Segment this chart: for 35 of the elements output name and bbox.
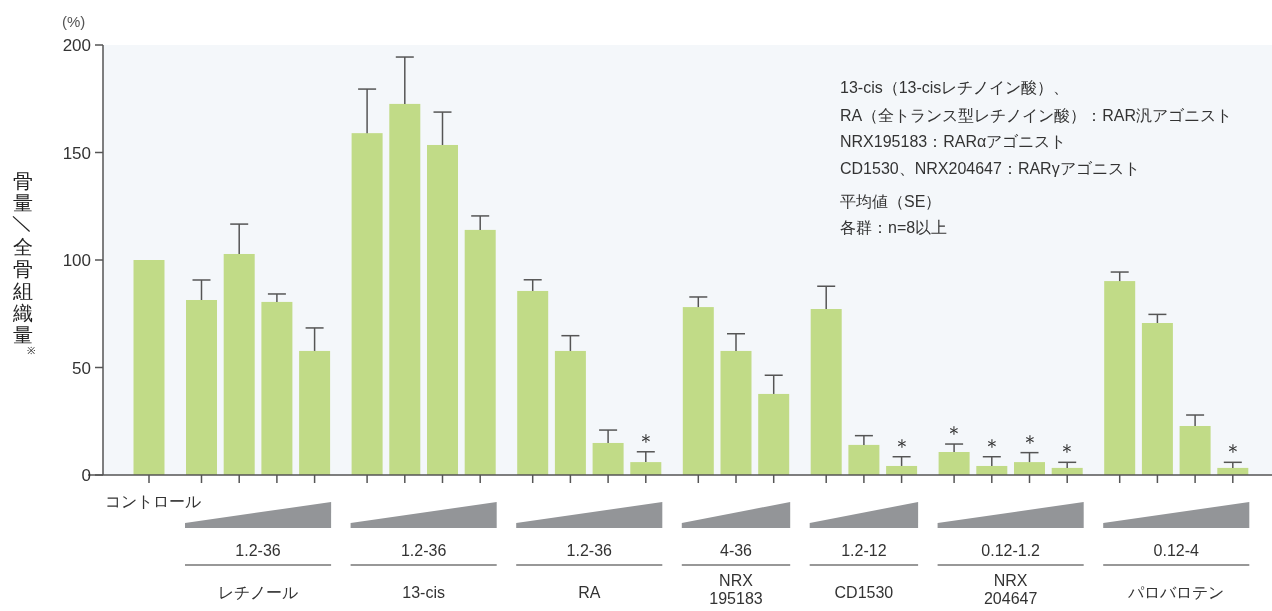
- x-tick-label: コントロール: [105, 493, 201, 510]
- text: パロバロテン: [1127, 584, 1225, 601]
- annotation: NRX195183：RARαアゴニスト: [840, 133, 1067, 150]
- data-label: ＊: [635, 429, 656, 452]
- text: (%): [62, 13, 86, 30]
- annotation: 13-cis（13-cisレチノイン酸）、: [840, 79, 1070, 96]
- data-label: ＊: [944, 422, 965, 445]
- y-tick-label: 200: [62, 36, 91, 55]
- y-tick-label: 150: [62, 143, 91, 163]
- text: 1.2-36: [235, 542, 281, 559]
- text: 0.12-1.2: [981, 542, 1041, 559]
- data-label: ＊: [1019, 430, 1040, 453]
- text: 1.2-12: [841, 542, 887, 559]
- text: 0.12-4: [1153, 542, 1200, 559]
- data-label: ＊: [981, 434, 1002, 457]
- data-label: ＊: [1057, 440, 1078, 463]
- text: 13-cis: [402, 584, 445, 601]
- text: NRX 195183: [709, 572, 763, 607]
- y-tick-label: 0: [81, 466, 91, 485]
- data-label: ＊: [1222, 440, 1243, 463]
- text: RA: [578, 584, 601, 601]
- annotation: 各群：n=8以上: [840, 219, 948, 236]
- text: 1.2-36: [400, 542, 447, 559]
- text: レチノール: [218, 584, 299, 601]
- text: 骨量／全骨組織量※: [12, 170, 35, 356]
- data-label: ＊: [891, 434, 912, 457]
- annotation: 平均値（SE）: [840, 193, 942, 210]
- text: 4-36: [719, 542, 753, 559]
- annotation: RA（全トランス型レチノイン酸）：RAR汎アゴニスト: [840, 107, 1233, 124]
- text: CD1530: [834, 584, 894, 601]
- y-tick-label: 100: [62, 251, 91, 270]
- y-tick-label: 50: [72, 358, 91, 378]
- annotation: CD1530、NRX204647：RARγアゴニスト: [840, 160, 1140, 177]
- text: 1.2-36: [566, 542, 613, 559]
- text: NRX 204647: [983, 572, 1038, 607]
